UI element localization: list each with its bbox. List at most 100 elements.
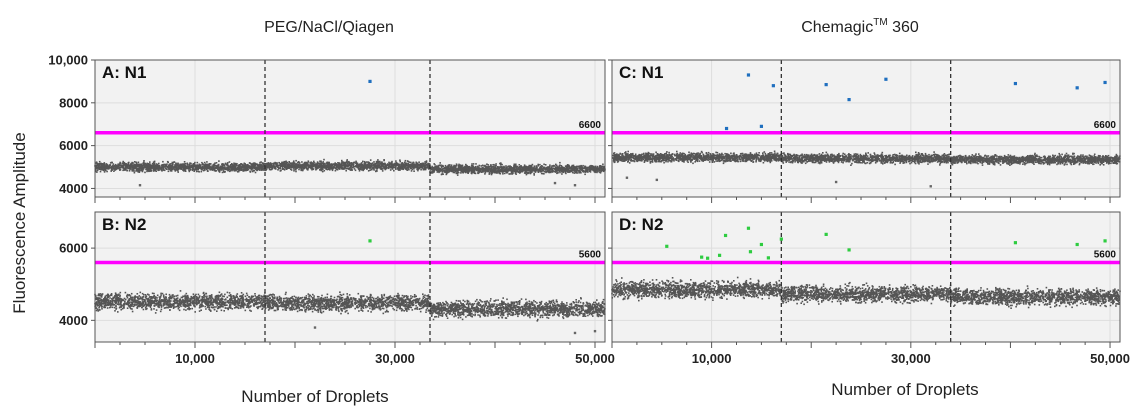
- negative-droplet: [153, 160, 156, 163]
- negative-droplet: [391, 168, 394, 170]
- negative-droplet: [583, 170, 586, 172]
- negative-droplet: [117, 167, 119, 170]
- negative-droplet: [323, 169, 326, 172]
- negative-droplet: [270, 166, 273, 169]
- negative-droplet: [372, 163, 374, 166]
- negative-droplet: [395, 164, 398, 167]
- negative-droplet: [108, 167, 110, 169]
- negative-droplet: [508, 169, 511, 172]
- negative-droplet: [119, 169, 121, 171]
- negative-droplet: [290, 162, 292, 164]
- negative-droplet: [178, 309, 181, 312]
- negative-droplet: [97, 165, 99, 167]
- negative-droplet: [570, 165, 573, 168]
- negative-droplet: [556, 164, 558, 167]
- negative-droplet: [224, 162, 227, 165]
- negative-droplet: [384, 165, 386, 167]
- negative-droplet: [543, 170, 546, 173]
- negative-droplet: [253, 169, 255, 172]
- negative-droplet: [417, 169, 419, 172]
- negative-droplet: [404, 166, 406, 168]
- negative-droplet: [158, 166, 161, 168]
- negative-droplet: [171, 166, 173, 168]
- negative-droplet: [175, 165, 178, 168]
- negative-droplet: [443, 166, 446, 169]
- negative-droplet: [582, 171, 585, 173]
- negative-droplet: [369, 169, 371, 171]
- negative-droplet: [411, 168, 414, 171]
- negative-droplet: [499, 164, 502, 166]
- negative-droplet: [105, 165, 108, 168]
- negative-droplet: [226, 168, 229, 170]
- negative-droplet: [139, 297, 141, 300]
- negative-droplet: [149, 164, 151, 166]
- negative-droplet: [166, 168, 168, 170]
- negative-droplet: [406, 169, 409, 171]
- negative-droplet: [316, 162, 319, 165]
- negative-droplet: [272, 166, 274, 168]
- negative-droplet: [530, 168, 532, 170]
- negative-droplet: [486, 167, 489, 169]
- negative-droplet: [397, 163, 400, 165]
- negative-droplet: [503, 170, 505, 172]
- negative-droplet: [147, 163, 149, 165]
- negative-droplet: [100, 164, 102, 166]
- negative-droplet: [382, 164, 384, 167]
- negative-droplet: [288, 165, 291, 167]
- negative-droplet: [285, 163, 288, 165]
- negative-droplet: [226, 162, 229, 164]
- negative-droplet: [198, 167, 201, 169]
- negative-droplet: [118, 306, 121, 309]
- negative-droplet: [425, 160, 428, 162]
- negative-droplet: [299, 166, 301, 169]
- negative-droplet: [279, 166, 282, 168]
- negative-droplet: [114, 310, 116, 312]
- negative-droplet: [596, 171, 598, 174]
- y-tick-label: 4000: [59, 181, 88, 196]
- negative-droplet: [496, 166, 499, 168]
- negative-droplet: [171, 164, 174, 166]
- negative-droplet: [311, 167, 313, 170]
- negative-droplet: [384, 167, 386, 169]
- negative-droplet: [459, 165, 462, 167]
- threshold-label: 6600: [579, 120, 602, 131]
- negative-droplet: [243, 168, 245, 171]
- negative-droplet: [111, 165, 114, 168]
- negative-droplet: [108, 167, 110, 170]
- negative-droplet: [356, 162, 359, 165]
- negative-droplet: [268, 168, 271, 171]
- negative-droplet: [515, 167, 518, 169]
- negative-droplet: [260, 169, 262, 171]
- negative-droplet: [508, 168, 511, 170]
- negative-droplet: [360, 166, 362, 169]
- y-tick-label: 8000: [59, 95, 88, 110]
- negative-droplet: [221, 295, 224, 297]
- negative-droplet: [125, 163, 127, 165]
- negative-droplet: [413, 165, 415, 168]
- negative-droplet: [226, 291, 229, 294]
- negative-droplet: [122, 169, 124, 172]
- negative-droplet: [364, 164, 367, 166]
- negative-droplet: [206, 167, 208, 170]
- negative-droplet: [310, 165, 312, 168]
- negative-droplet: [221, 171, 224, 174]
- negative-droplet: [460, 172, 462, 174]
- negative-droplet: [508, 173, 510, 175]
- negative-droplet: [197, 168, 199, 171]
- negative-droplet: [150, 168, 152, 171]
- negative-droplet: [335, 168, 338, 171]
- negative-droplet: [358, 164, 360, 166]
- negative-droplet: [548, 166, 551, 169]
- negative-droplet: [438, 171, 440, 174]
- negative-droplet: [407, 163, 410, 166]
- negative-droplet: [95, 307, 97, 309]
- negative-droplet: [236, 164, 238, 167]
- negative-droplet: [349, 162, 352, 165]
- negative-droplet: [341, 166, 343, 169]
- negative-droplet: [174, 166, 176, 169]
- negative-droplet: [305, 162, 307, 165]
- negative-droplet: [429, 164, 431, 166]
- negative-droplet: [375, 170, 377, 173]
- negative-droplet: [94, 170, 97, 173]
